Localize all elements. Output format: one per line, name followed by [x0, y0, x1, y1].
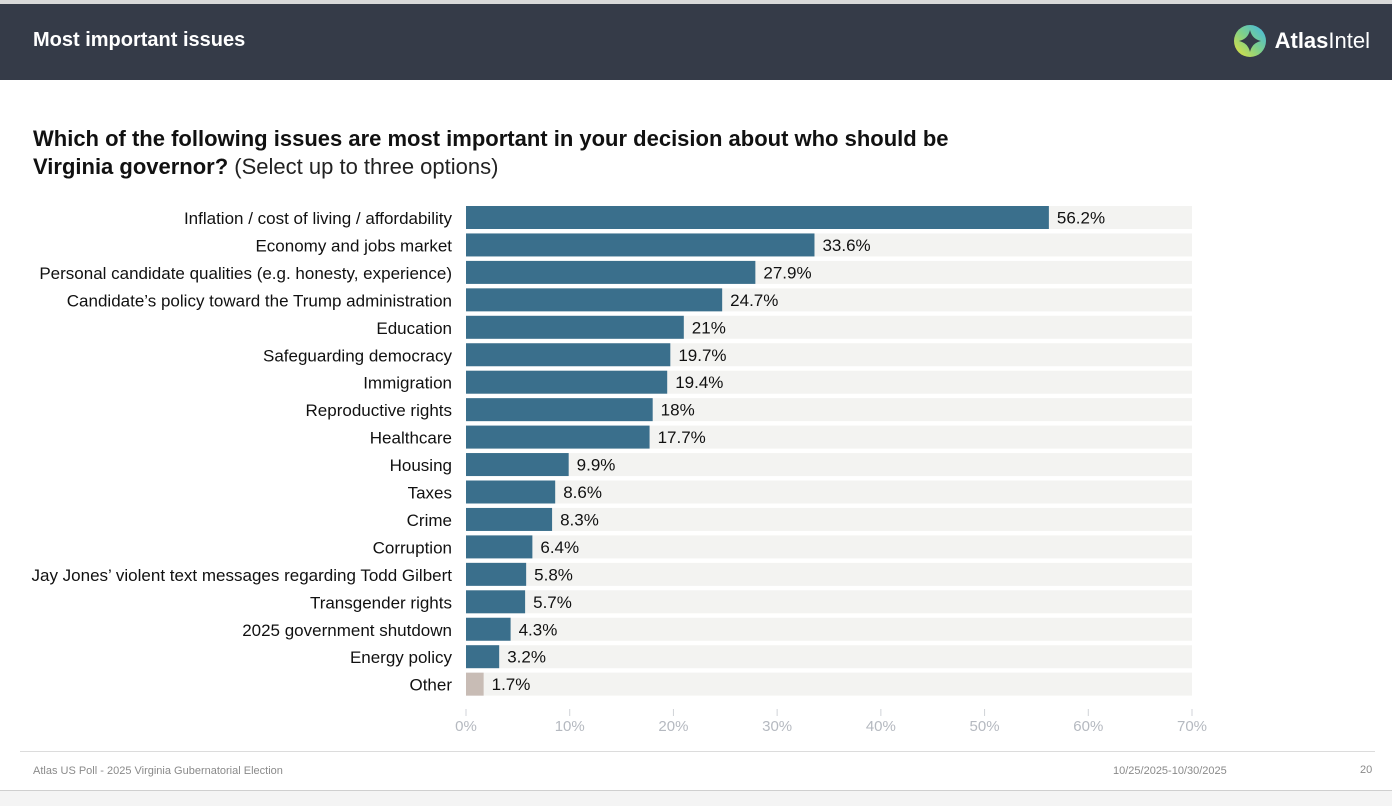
category-label: Other: [409, 676, 452, 695]
category-label: Education: [376, 319, 452, 338]
data-label: 21%: [692, 318, 726, 337]
data-label: 18%: [661, 401, 695, 420]
bar: [466, 398, 653, 422]
bar: [466, 480, 556, 504]
category-label: Reproductive rights: [306, 401, 452, 420]
bar: [466, 343, 671, 367]
brand-name-bold: Atlas: [1274, 28, 1329, 53]
bar: [466, 507, 553, 531]
category-label: Housing: [390, 456, 452, 475]
question-text: Which of the following issues are most i…: [33, 125, 1033, 181]
bar: [466, 370, 668, 394]
category-label: Jay Jones’ violent text messages regardi…: [31, 566, 452, 585]
x-tick-label: 0%: [455, 718, 477, 735]
data-label: 8.6%: [563, 483, 602, 502]
data-label: 27.9%: [763, 263, 811, 282]
bar: [466, 590, 526, 614]
x-tick-label: 60%: [1073, 718, 1103, 735]
category-label: Safeguarding democracy: [263, 346, 453, 365]
data-label: 19.7%: [678, 346, 726, 365]
footer-source: Atlas US Poll - 2025 Virginia Gubernator…: [33, 765, 283, 777]
x-tick-label: 70%: [1177, 718, 1207, 735]
brand-name: AtlasIntel: [1275, 28, 1370, 54]
x-tick-label: 30%: [762, 718, 792, 735]
category-label: 2025 government shutdown: [242, 621, 452, 640]
bar: [466, 535, 533, 559]
data-label: 24.7%: [730, 291, 778, 310]
top-border: [0, 0, 1392, 4]
footer-dates: 10/25/2025-10/30/2025: [1113, 765, 1227, 777]
category-label: Taxes: [408, 484, 452, 503]
data-label: 4.3%: [519, 620, 558, 639]
category-label: Personal candidate qualities (e.g. hones…: [39, 264, 452, 283]
bar: [466, 562, 527, 586]
bar: [466, 645, 500, 669]
brand-logo: AtlasIntel: [1233, 24, 1370, 58]
category-label: Economy and jobs market: [255, 236, 452, 255]
data-label: 9.9%: [577, 456, 616, 475]
data-label: 6.4%: [540, 538, 579, 557]
bar: [466, 260, 756, 284]
bar: [466, 233, 815, 257]
data-label: 8.3%: [560, 510, 599, 529]
bar-track: [466, 480, 1192, 504]
data-label: 33.6%: [822, 236, 870, 255]
data-label: 5.8%: [534, 565, 573, 584]
question-main: Which of the following issues are most i…: [33, 126, 949, 179]
bar: [466, 315, 684, 339]
bar: [466, 425, 650, 449]
footer-divider: [20, 751, 1375, 752]
category-label: Inflation / cost of living / affordabili…: [184, 209, 453, 228]
bar-track: [466, 590, 1192, 614]
header-bar: Most important issues AtlasIntel: [0, 4, 1392, 80]
x-tick-label: 10%: [555, 718, 585, 735]
category-label: Candidate’s policy toward the Trump admi…: [67, 291, 452, 310]
bar-track: [466, 535, 1192, 559]
bar-track: [466, 562, 1192, 586]
data-label: 3.2%: [507, 648, 546, 667]
data-label: 19.4%: [675, 373, 723, 392]
data-label: 17.7%: [658, 428, 706, 447]
bar-track: [466, 672, 1192, 696]
category-label: Immigration: [363, 374, 452, 393]
atlasintel-logo-icon: [1233, 25, 1266, 57]
category-label: Crime: [407, 511, 452, 530]
bar: [466, 206, 1049, 229]
category-label: Transgender rights: [310, 593, 452, 612]
bar-track: [466, 453, 1192, 477]
question-note: (Select up to three options): [228, 154, 499, 179]
data-label: 56.2%: [1057, 209, 1105, 228]
bar: [466, 288, 723, 312]
bar: [466, 672, 484, 696]
bar-track: [466, 507, 1192, 531]
bar-track: [466, 645, 1192, 669]
header-title: Most important issues: [33, 29, 246, 51]
bar-track: [466, 617, 1192, 641]
bar: [466, 453, 569, 477]
bottom-border: [0, 790, 1392, 791]
data-label: 5.7%: [533, 593, 572, 612]
category-label: Corruption: [373, 538, 452, 557]
x-tick-label: 50%: [970, 718, 1000, 735]
page-number: 20: [1360, 764, 1373, 776]
data-label: 1.7%: [492, 675, 531, 694]
brand-name-light: Intel: [1328, 28, 1370, 53]
category-label: Energy policy: [350, 648, 453, 667]
category-label: Healthcare: [370, 429, 452, 448]
bar: [466, 617, 511, 641]
x-tick-label: 40%: [866, 718, 896, 735]
x-tick-label: 20%: [658, 718, 688, 735]
